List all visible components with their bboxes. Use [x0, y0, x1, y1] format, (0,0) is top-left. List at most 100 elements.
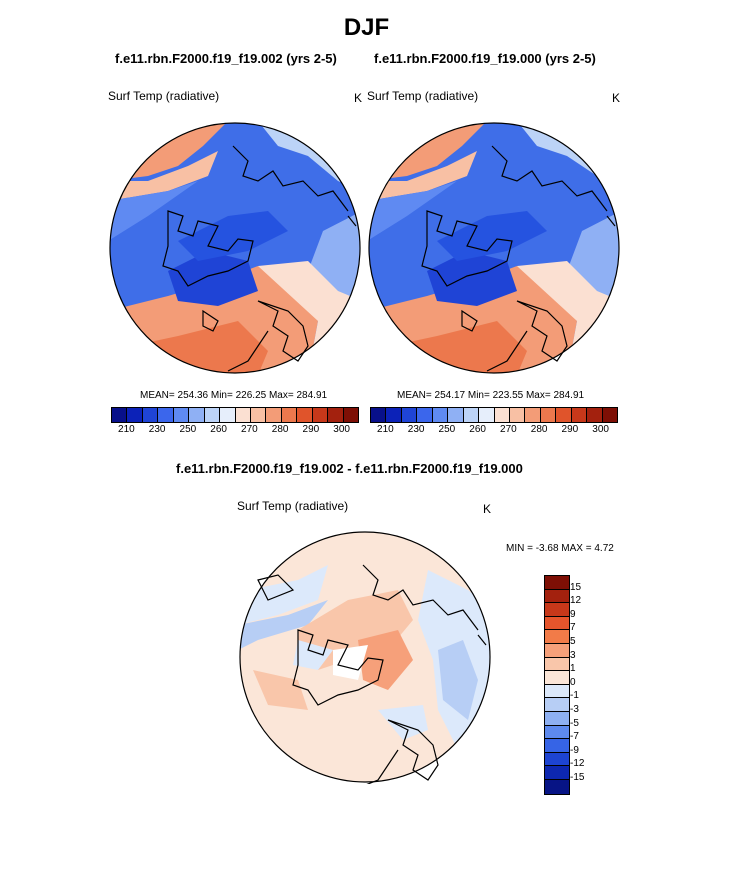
- colorbar-swatch: [545, 671, 569, 685]
- colorbar-tick-label: 260: [210, 424, 227, 435]
- colorbar-tick-label: -15: [570, 772, 585, 783]
- colorbar-swatch: [189, 408, 205, 422]
- colorbar-tick-label: -1: [570, 690, 579, 702]
- panel-2-stats: MEAN= 254.17 Min= 223.55 Max= 284.91: [397, 390, 585, 401]
- colorbar-tick-label: 270: [500, 424, 517, 435]
- colorbar-swatch: [545, 725, 569, 740]
- colorbar-swatch: [571, 408, 588, 422]
- colorbar-swatch: [417, 408, 433, 422]
- colorbar-swatch: [479, 408, 495, 422]
- colorbar-tick-label: 230: [407, 424, 425, 435]
- colorbar-swatch: [545, 739, 569, 753]
- colorbar-tick-label: 3: [570, 649, 576, 661]
- colorbar-tick-label: 250: [179, 424, 197, 435]
- colorbar-swatch: [494, 408, 510, 422]
- colorbar-swatch: [545, 698, 569, 712]
- colorbar-swatch: [545, 752, 569, 767]
- colorbar-swatch: [142, 408, 159, 422]
- colorbar-swatch: [386, 408, 402, 422]
- panel-1-polar-map: [109, 122, 361, 374]
- colorbar-tick-label: 300: [592, 424, 609, 435]
- colorbar-tick-label: 250: [438, 424, 456, 435]
- colorbar-tick-label: 290: [561, 424, 579, 435]
- panel-2-units: K: [612, 91, 621, 105]
- panel-2-variable: Surf Temp (radiative): [367, 89, 479, 103]
- colorbar-tick-label: 300: [333, 424, 350, 435]
- colorbar-tick-label: 12: [570, 595, 582, 607]
- colorbar-tick-label: 1: [570, 663, 576, 675]
- colorbar-tick-label: 7: [570, 622, 576, 634]
- panel-1-colorbar-labels: 210 230 250 260 270 280 290 300: [111, 424, 359, 438]
- colorbar-swatch: [112, 408, 128, 422]
- colorbar-swatch: [297, 408, 313, 422]
- colorbar-swatch: [545, 766, 569, 780]
- colorbar-tick-label: 0: [570, 676, 576, 688]
- colorbar-tick-label: 260: [469, 424, 486, 435]
- colorbar-tick-label: 15: [570, 581, 582, 593]
- colorbar-tick-label: 290: [302, 424, 320, 435]
- colorbar-swatch: [235, 408, 251, 422]
- diff-variable: Surf Temp (radiative): [237, 499, 349, 513]
- colorbar-swatch: [545, 684, 569, 699]
- colorbar-tick-label: -3: [570, 704, 579, 715]
- colorbar-tick-label: -7: [570, 731, 579, 743]
- colorbar-swatch: [328, 408, 344, 422]
- colorbar-swatch: [540, 408, 557, 422]
- colorbar-swatch: [173, 408, 190, 422]
- colorbar-swatch: [602, 408, 617, 422]
- colorbar-swatch: [371, 408, 387, 422]
- colorbar-tick-label: 9: [570, 608, 576, 620]
- diff-units: K: [483, 502, 492, 516]
- colorbar-swatch: [545, 616, 569, 631]
- diff-colorbar: [544, 575, 570, 795]
- colorbar-swatch: [545, 657, 569, 672]
- panel-2-colorbar: [370, 407, 618, 423]
- colorbar-swatch: [545, 589, 569, 604]
- panel-1-units: K: [354, 91, 363, 105]
- colorbar-swatch: [343, 408, 358, 422]
- colorbar-swatch: [312, 408, 329, 422]
- colorbar-swatch: [220, 408, 236, 422]
- colorbar-swatch: [509, 408, 526, 422]
- colorbar-swatch: [432, 408, 449, 422]
- colorbar-tick-label: 5: [570, 636, 576, 647]
- panel-1-stats: MEAN= 254.36 Min= 226.25 Max= 284.91: [140, 390, 328, 401]
- colorbar-swatch: [158, 408, 174, 422]
- colorbar-tick-label: 270: [241, 424, 258, 435]
- figure-title: DJF: [343, 14, 390, 41]
- colorbar-swatch: [448, 408, 464, 422]
- colorbar-swatch: [556, 408, 572, 422]
- panel-1-variable: Surf Temp (radiative): [108, 89, 220, 103]
- colorbar-swatch: [545, 711, 569, 726]
- diff-minmax: MIN = -3.68 MAX = 4.72: [506, 543, 614, 554]
- colorbar-tick-label: -12: [570, 758, 585, 770]
- diff-polar-map: [239, 531, 491, 784]
- colorbar-tick-label: 230: [148, 424, 166, 435]
- colorbar-tick-label: 210: [377, 424, 394, 435]
- colorbar-swatch: [587, 408, 603, 422]
- colorbar-tick-label: 280: [271, 424, 289, 435]
- colorbar-swatch: [545, 643, 569, 658]
- panel-1-title: f.e11.rbn.F2000.f19_f19.002 (yrs 2-5): [115, 51, 337, 66]
- colorbar-swatch: [463, 408, 480, 422]
- colorbar-swatch: [545, 576, 569, 590]
- colorbar-swatch: [250, 408, 267, 422]
- colorbar-swatch: [401, 408, 418, 422]
- colorbar-tick-label: -9: [570, 744, 579, 756]
- diff-title: f.e11.rbn.F2000.f19_f19.002 - f.e11.rbn.…: [176, 461, 523, 476]
- colorbar-swatch: [266, 408, 282, 422]
- colorbar-swatch: [127, 408, 143, 422]
- colorbar-tick-label: 280: [530, 424, 548, 435]
- panel-2-title: f.e11.rbn.F2000.f19_f19.000 (yrs 2-5): [374, 51, 596, 66]
- colorbar-swatch: [545, 630, 569, 644]
- panel-1-colorbar: [111, 407, 359, 423]
- colorbar-tick-label: 210: [118, 424, 135, 435]
- colorbar-swatch: [545, 779, 569, 794]
- colorbar-swatch: [281, 408, 298, 422]
- colorbar-tick-label: -5: [570, 717, 579, 729]
- colorbar-swatch: [545, 603, 569, 617]
- panel-2-colorbar-labels: 210 230 250 260 270 280 290 300: [370, 424, 618, 438]
- colorbar-swatch: [204, 408, 221, 422]
- colorbar-swatch: [525, 408, 541, 422]
- panel-2-polar-map: [368, 122, 620, 374]
